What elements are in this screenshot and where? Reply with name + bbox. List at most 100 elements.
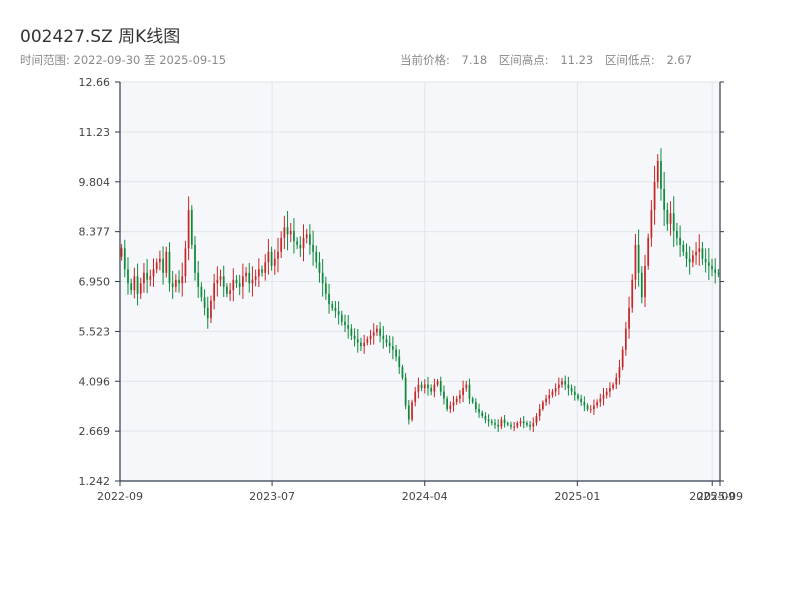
candle (615, 373, 618, 389)
candle (666, 202, 669, 231)
candle (548, 389, 551, 405)
x-tick-label: 2025-09 (697, 490, 743, 503)
candle-body (656, 160, 659, 182)
candle-body (238, 283, 241, 287)
candle (474, 398, 477, 413)
candle (459, 390, 461, 404)
candle-body (484, 416, 487, 420)
candle-body (691, 255, 694, 263)
candle-body (152, 269, 155, 277)
candle-body (672, 213, 675, 231)
candle (618, 359, 621, 385)
candle-body (264, 262, 267, 273)
candle (404, 373, 407, 410)
candle (433, 378, 436, 398)
candle-body (471, 398, 474, 403)
candle (417, 377, 420, 399)
candle-body (184, 248, 187, 277)
candle-body (474, 402, 477, 410)
candle (628, 296, 630, 339)
candle-body (701, 248, 704, 259)
candle (564, 375, 567, 391)
candle-body (363, 342, 366, 347)
candle-body (273, 258, 276, 266)
candle-body (331, 304, 334, 308)
candle (529, 420, 531, 431)
candle (695, 242, 697, 265)
candle-body (602, 395, 605, 399)
candle-body (257, 269, 260, 277)
candle-body (698, 248, 701, 252)
candle-body (254, 276, 257, 280)
candle (669, 201, 672, 236)
candle-body (644, 265, 646, 298)
candle (388, 335, 391, 354)
candle-body (494, 423, 496, 425)
candle (701, 241, 704, 265)
candle-body (309, 234, 311, 245)
candle (241, 263, 244, 299)
candle (580, 394, 583, 406)
candle-body (711, 265, 713, 270)
candle-body (318, 262, 321, 273)
candle-body (570, 388, 573, 392)
candle-body (165, 251, 168, 273)
candle-body (436, 381, 439, 385)
candle (398, 349, 401, 374)
candle-body (232, 279, 235, 291)
candle (363, 334, 366, 354)
candle-body (427, 384, 429, 389)
candle-body (621, 349, 624, 368)
candle (401, 364, 404, 380)
candle-body (146, 272, 149, 280)
candle (522, 416, 525, 429)
candle (586, 403, 589, 412)
candle-body (420, 384, 423, 389)
candle-body (640, 272, 643, 298)
candle (143, 262, 145, 293)
candle-body (532, 423, 535, 427)
candle (146, 258, 149, 294)
candle-body (561, 381, 563, 385)
candle-body (707, 262, 710, 266)
candle-body (155, 262, 158, 270)
x-tick-label: 2025-01 (554, 490, 600, 503)
candle (334, 301, 337, 318)
candle-body (679, 237, 681, 245)
candle (391, 336, 394, 360)
y-axis-ticks: 1.242 2.669 4.096 5.523 6.950 8.377 9.804 11.23… (79, 76, 724, 488)
candle (497, 419, 500, 432)
candle (561, 377, 563, 388)
candle-body (219, 276, 222, 280)
candle-body (388, 342, 391, 347)
candle-body (669, 213, 672, 224)
candle (436, 378, 439, 387)
candle (283, 215, 286, 250)
candle (270, 246, 273, 271)
candle (216, 266, 219, 297)
candle-body (203, 297, 206, 308)
candle (423, 379, 426, 394)
candles (120, 148, 720, 432)
candle-body (289, 230, 292, 235)
candle-body (503, 419, 506, 424)
candle-body (541, 402, 544, 410)
candle-body (229, 290, 231, 294)
candle (427, 376, 429, 396)
range-end: 2025-09-15 (159, 53, 227, 67)
candle-body (455, 398, 458, 403)
candle (439, 376, 442, 396)
candle (261, 265, 263, 277)
candle-body (439, 381, 442, 392)
candle (203, 289, 206, 316)
candle-body (337, 311, 340, 315)
candle-body (682, 244, 685, 252)
candle (557, 377, 560, 396)
y-tick-label: 8.377 (79, 226, 111, 239)
candle (395, 344, 397, 362)
candle-body (647, 237, 650, 266)
candle (532, 417, 535, 432)
candle (324, 276, 327, 300)
candle (213, 273, 216, 310)
candle (634, 233, 637, 290)
